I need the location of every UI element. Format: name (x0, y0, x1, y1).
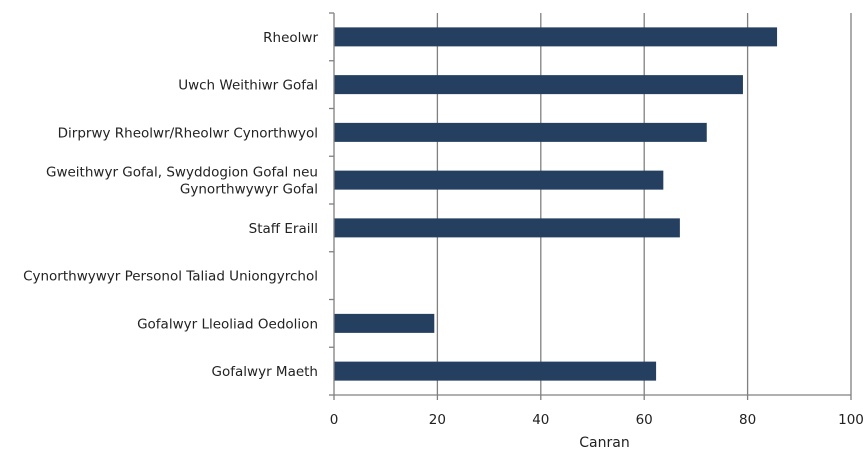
x-tick-label: 100 (838, 412, 864, 428)
x-tick-labels: 0 20 40 60 80 100 (330, 412, 864, 428)
x-tick-label: 0 (330, 412, 339, 428)
category-label: Staff Eraill (249, 221, 318, 237)
category-label: Cynorthwywyr Personol Taliad Uniongyrcho… (23, 269, 318, 285)
category-label-line: Staff Eraill (249, 221, 318, 237)
x-tick-label: 20 (429, 412, 446, 428)
category-label: Rheolwr (263, 30, 318, 46)
x-tick-label: 40 (532, 412, 549, 428)
category-label: Gofalwyr Lleoliad Oedolion (137, 316, 318, 332)
category-labels: Rheolwr Uwch Weithiwr Gofal Dirprwy Rheolw… (23, 30, 318, 380)
bar (334, 75, 743, 95)
category-label-line: Gweithwyr Gofal, Swyddogion Gofal neu (46, 165, 318, 181)
category-label: Dirprwy Rheolwr/Rheolwr Cynorthwyol (58, 125, 318, 141)
bar (334, 313, 435, 333)
category-label: Gofalwyr Maeth (212, 364, 318, 380)
category-label-line: Dirprwy Rheolwr/Rheolwr Cynorthwyol (58, 125, 318, 141)
category-label-line: Cynorthwywyr Personol Taliad Uniongyrcho… (23, 269, 318, 285)
category-label-line: Rheolwr (263, 30, 318, 46)
x-tick-label: 80 (739, 412, 756, 428)
category-label: Gweithwyr Gofal, Swyddogion Gofal neu Gyn… (46, 165, 318, 198)
bar (334, 170, 664, 190)
x-axis-title: Canran (579, 435, 629, 451)
category-label: Uwch Weithiwr Gofal (178, 78, 318, 94)
category-label-line: Gofalwyr Maeth (212, 364, 318, 380)
axes (329, 12, 852, 400)
bar (334, 122, 707, 142)
category-label-line: Uwch Weithiwr Gofal (178, 78, 318, 94)
gridlines (436, 13, 852, 395)
bar (334, 361, 657, 381)
bars (334, 27, 778, 381)
x-tick-label: 60 (636, 412, 653, 428)
bar (334, 27, 778, 47)
category-label-line: Gofalwyr Lleoliad Oedolion (137, 316, 318, 332)
bar (334, 218, 680, 238)
category-label-line: Gynorthwywyr Gofal (180, 182, 318, 198)
